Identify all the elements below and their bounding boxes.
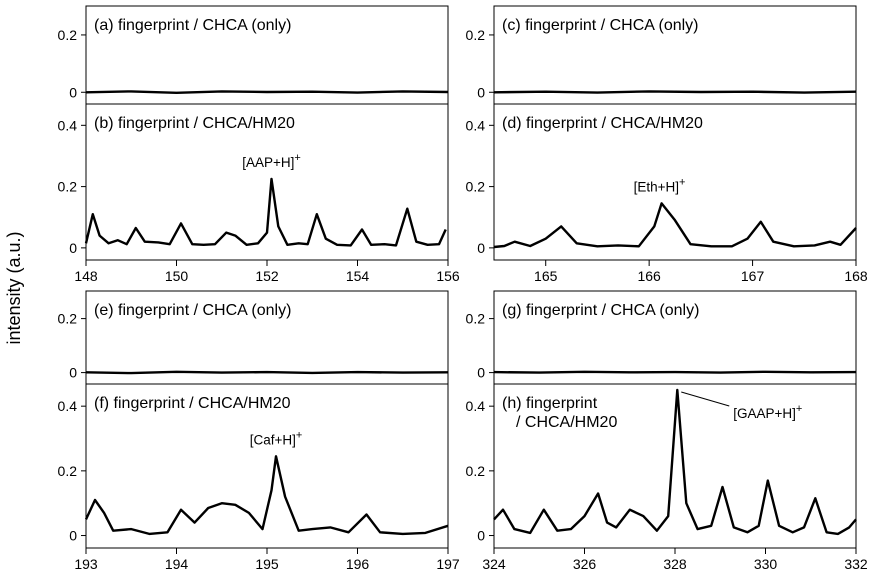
x-tick-label-left-top-2: 152 — [255, 268, 279, 284]
annotation-charge-left-bottom: + — [296, 429, 302, 441]
annotation-left-top: [AAP+H]+ — [242, 152, 301, 170]
y-tick-label-left-bottom-b-1: 0.2 — [58, 463, 78, 479]
y-tick-label-right-top-b-0: 0 — [477, 240, 485, 256]
spectrum-right-top-b — [493, 202, 857, 249]
y-tick-label-left-top-b-0: 0 — [69, 240, 77, 256]
x-tick-label-left-top-1: 150 — [165, 268, 189, 284]
y-tick-label-right-top-b-1: 0.2 — [466, 179, 486, 195]
x-tick-label-right-top-0: 165 — [534, 268, 558, 284]
y-tick-label-right-bottom-t-0: 0 — [477, 365, 485, 381]
panel-label-left-top-b: (b) fingerprint / CHCA/HM20 — [94, 115, 295, 132]
x-tick-label-right-top-3: 168 — [844, 268, 868, 284]
x-tick-label-right-bottom-4: 332 — [844, 556, 868, 572]
x-tick-label-left-top-3: 154 — [346, 268, 370, 284]
spectrum-left-bottom-t — [85, 370, 449, 375]
y-tick-label-right-top-t-0: 0 — [477, 84, 485, 100]
y-tick-label-left-top-t-1: 0.2 — [58, 27, 78, 43]
annotation-charge-right-bottom: + — [796, 403, 802, 415]
annotation-right-bottom: [GAAP+H]+ — [733, 403, 802, 421]
spectrum-right-bottom-b — [493, 388, 857, 536]
x-tick-label-left-bottom-2: 195 — [255, 556, 279, 572]
y-tick-label-right-bottom-b-2: 0.4 — [466, 398, 486, 414]
y-tick-label-left-bottom-b-0: 0 — [69, 528, 77, 544]
panel-label-right-top-b: (d) fingerprint / CHCA/HM20 — [502, 115, 703, 132]
x-tick-label-right-top-2: 167 — [741, 268, 765, 284]
y-tick-label-left-bottom-b-2: 0.4 — [58, 398, 78, 414]
x-tick-label-right-top-1: 166 — [637, 268, 661, 284]
y-tick-label-right-bottom-b-1: 0.2 — [466, 463, 486, 479]
y-axis-label: intensity (a.u.) — [4, 231, 24, 344]
spectrum-left-bottom-b — [84, 455, 449, 536]
x-tick-label-left-bottom-1: 194 — [165, 556, 189, 572]
x-tick-label-left-bottom-3: 196 — [346, 556, 370, 572]
y-tick-label-right-top-t-1: 0.2 — [466, 27, 486, 43]
panel-label-right-bottom-t: (g) fingerprint / CHCA (only) — [502, 302, 699, 319]
y-tick-label-left-top-b-2: 0.4 — [58, 117, 78, 133]
x-tick-label-right-bottom-0: 324 — [482, 556, 506, 572]
y-tick-label-left-bottom-t-0: 0 — [69, 365, 77, 381]
y-tick-label-left-top-t-0: 0 — [69, 84, 77, 100]
spectrum-left-top-t — [85, 90, 449, 94]
panel-label-2-right-bottom: / CHCA/HM20 — [516, 414, 617, 431]
y-tick-label-right-bottom-t-1: 0.2 — [466, 311, 486, 327]
x-tick-label-right-bottom-2: 328 — [663, 556, 687, 572]
y-tick-label-right-bottom-b-0: 0 — [477, 528, 485, 544]
panel-label-left-top-t: (a) fingerprint / CHCA (only) — [94, 17, 291, 34]
y-tick-label-right-top-b-2: 0.4 — [466, 117, 486, 133]
panel-label-right-bottom-b: (h) fingerprint — [502, 395, 598, 412]
y-tick-label-left-bottom-t-1: 0.2 — [58, 311, 78, 327]
x-tick-label-left-top-4: 156 — [436, 268, 460, 284]
panel-label-left-bottom-b: (f) fingerprint / CHCA/HM20 — [94, 395, 291, 412]
spectrum-right-bottom-t — [493, 370, 857, 374]
spectrum-left-top-b — [84, 177, 447, 247]
panel-label-left-bottom-t: (e) fingerprint / CHCA (only) — [94, 302, 291, 319]
annotation-charge-left-top: + — [294, 152, 300, 164]
x-tick-label-right-bottom-1: 326 — [573, 556, 597, 572]
x-tick-label-left-bottom-4: 197 — [436, 556, 460, 572]
annotation-right-top: [Eth+H]+ — [634, 176, 686, 194]
panel-label-right-top-t: (c) fingerprint / CHCA (only) — [502, 17, 699, 34]
annotation-charge-right-top: + — [679, 176, 685, 188]
x-tick-label-left-top-0: 148 — [74, 268, 98, 284]
annotation-leader-right-bottom — [681, 391, 730, 407]
annotation-left-bottom: [Caf+H]+ — [250, 429, 303, 447]
spectrum-right-top-t — [493, 90, 857, 94]
frame-right-top-bottom — [493, 103, 857, 261]
x-tick-label-left-bottom-0: 193 — [74, 556, 98, 572]
x-tick-label-right-bottom-3: 330 — [754, 556, 778, 572]
y-tick-label-left-top-b-1: 0.2 — [58, 179, 78, 195]
